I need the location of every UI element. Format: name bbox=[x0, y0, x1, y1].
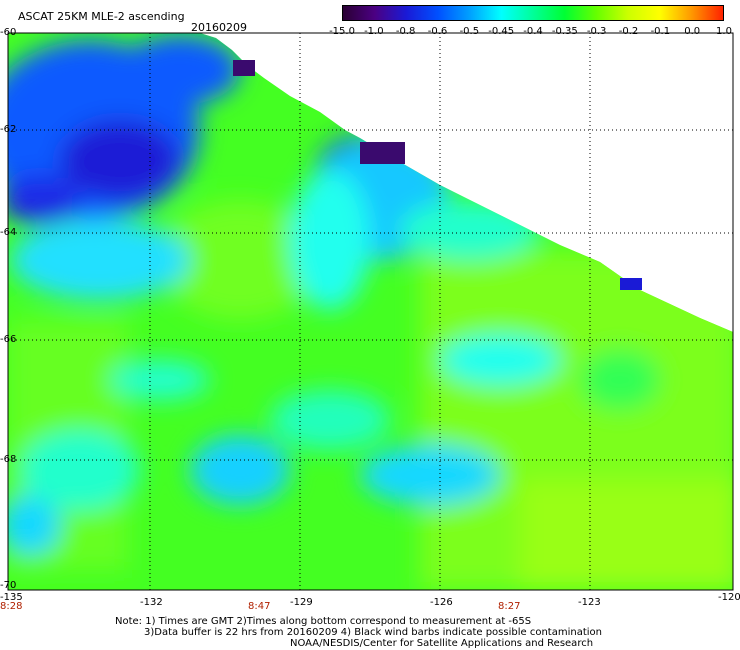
note-line-3: NOAA/NESDIS/Center for Satellite Applica… bbox=[290, 638, 594, 649]
lat-label: -62 bbox=[0, 124, 17, 135]
time-label: 8:27 bbox=[498, 601, 521, 612]
lon-label: -123 bbox=[578, 597, 601, 608]
lon-label: -120 bbox=[718, 592, 740, 603]
lat-label: -64 bbox=[0, 227, 17, 238]
color-scale-label: -15.0 bbox=[329, 26, 355, 37]
color-scale-label: -0.3 bbox=[586, 26, 607, 37]
edge-patch bbox=[360, 142, 405, 164]
lat-label: -70 bbox=[0, 580, 17, 591]
note-line-1: Note: 1) Times are GMT 2)Times along bot… bbox=[115, 616, 532, 627]
lon-label: -126 bbox=[430, 597, 453, 608]
lat-label: -68 bbox=[0, 454, 17, 465]
lat-label: -60 bbox=[0, 27, 17, 38]
color-scale-label: -0.4 bbox=[523, 26, 543, 37]
color-scale-label: -0.35 bbox=[551, 26, 578, 37]
color-scale-label: 0.0 bbox=[684, 26, 701, 37]
color-scale-label: -0.8 bbox=[395, 26, 416, 37]
swath-field bbox=[8, 33, 733, 590]
lon-label: -135 bbox=[0, 592, 23, 603]
note-line-2: 3)Data buffer is 22 hrs from 20160209 4)… bbox=[144, 627, 602, 638]
color-scale-label: -0.45 bbox=[488, 26, 515, 37]
time-label: 8:47 bbox=[248, 601, 271, 612]
color-scale-label: -1.0 bbox=[364, 26, 384, 37]
color-scale-label: -0.5 bbox=[459, 26, 480, 37]
map-date: 20160209 bbox=[191, 21, 247, 34]
edge-patch bbox=[233, 60, 255, 76]
color-scale-bar bbox=[342, 5, 724, 21]
color-scale-label: -0.6 bbox=[427, 26, 448, 37]
color-scale-label: 1.0 bbox=[716, 26, 732, 37]
lon-label: -132 bbox=[140, 597, 163, 608]
lat-label: -66 bbox=[0, 334, 17, 345]
map-title: ASCAT 25KM MLE-2 ascending bbox=[18, 10, 185, 23]
time-label: 8:28 bbox=[0, 601, 23, 612]
color-scale-label: -0.2 bbox=[618, 26, 639, 37]
plot-frame bbox=[7, 32, 734, 591]
color-scale-label: -0.1 bbox=[650, 26, 671, 37]
edge-patch bbox=[620, 278, 642, 290]
lon-label: -129 bbox=[290, 597, 313, 608]
